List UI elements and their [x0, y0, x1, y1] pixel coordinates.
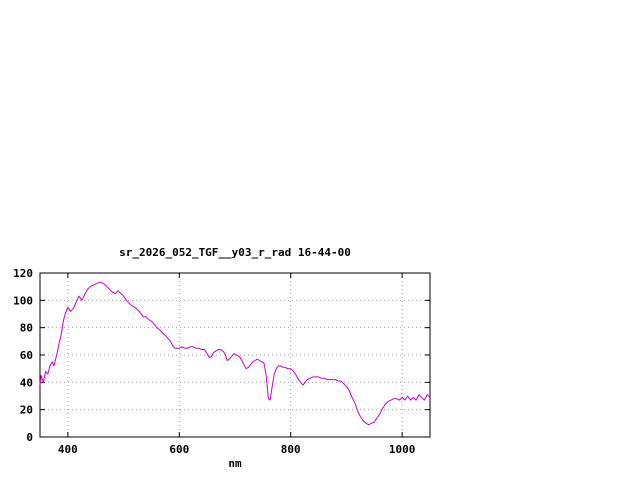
y-tick-label: 120	[13, 267, 33, 280]
chart-title: sr_2026_052_TGF__y03_r_rad 16-44-00	[119, 246, 351, 259]
y-tick-label: 40	[20, 376, 33, 389]
plot-border	[39, 272, 431, 438]
y-tick-label: 80	[20, 322, 33, 335]
y-tick-label: 0	[26, 431, 33, 444]
y-tick-label: 100	[13, 294, 33, 307]
x-tick-label: 600	[169, 443, 189, 456]
y-tick-label: 20	[20, 404, 33, 417]
x-tick-label: 1000	[389, 443, 416, 456]
data-line	[39, 282, 431, 426]
y-tick-label: 60	[20, 349, 33, 362]
x-tick-label: 800	[281, 443, 301, 456]
x-tick-label: 400	[58, 443, 78, 456]
x-axis-label: nm	[228, 457, 242, 470]
